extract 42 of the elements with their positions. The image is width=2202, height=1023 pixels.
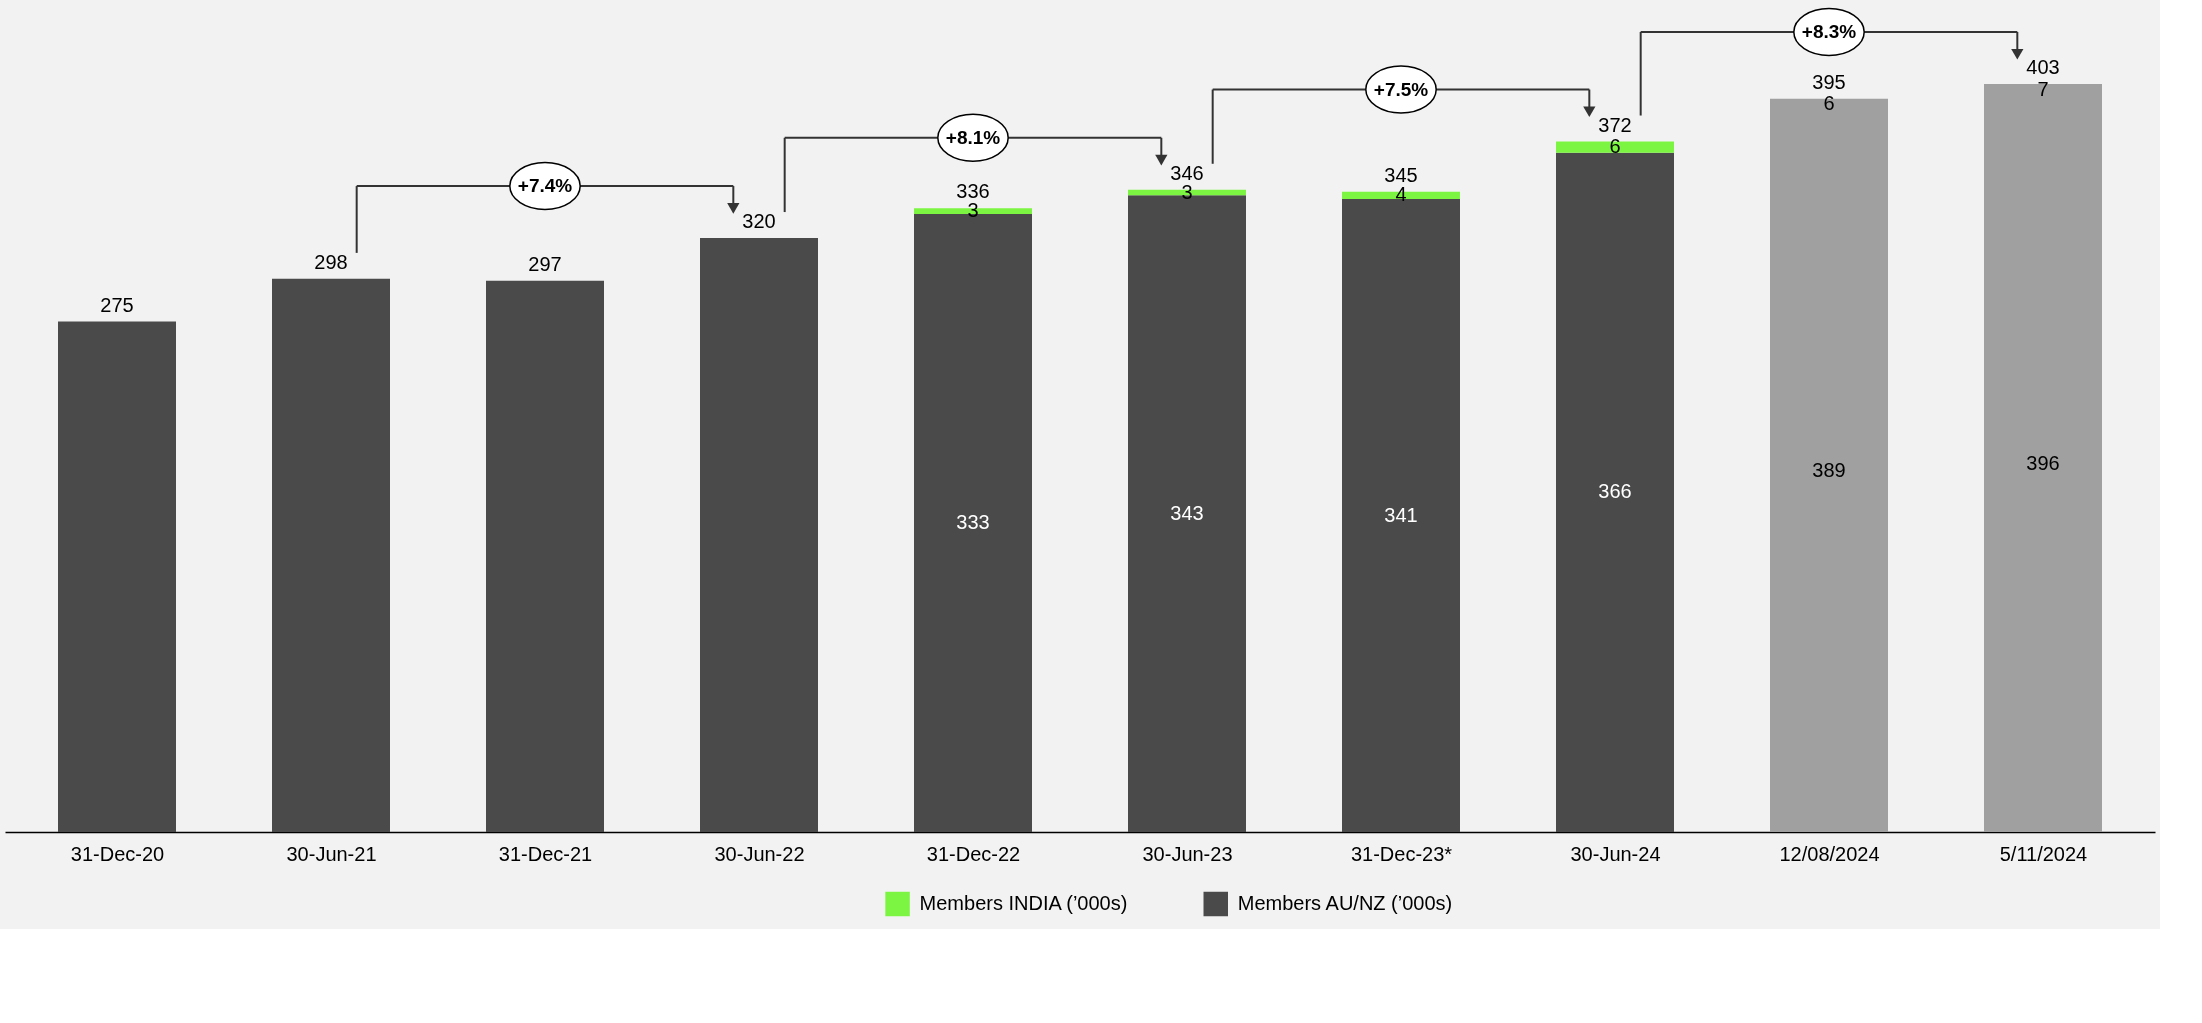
x-tick-label: 31-Dec-23* (1350, 842, 1453, 865)
bar (272, 278, 390, 832)
bar (58, 321, 176, 832)
x-tick-label: 30-Jun-21 (286, 842, 377, 865)
bar (1342, 199, 1460, 832)
legend-label: Members AU/NZ (’000s) (1237, 892, 1453, 914)
annotation: +7.5% (1373, 78, 1429, 100)
x-tick-label: 31-Dec-22 (926, 842, 1021, 865)
data-label: 333 (956, 510, 990, 533)
total-label: 297 (528, 252, 562, 275)
x-tick-label: 30-Jun-22 (714, 842, 805, 865)
data-label: 7 (2037, 78, 2049, 101)
bar (1556, 152, 1674, 832)
data-label: 343 (1170, 501, 1204, 524)
total-label: 403 (2026, 55, 2060, 78)
x-tick-label: 12/08/2024 (1779, 842, 1880, 865)
total-label: 320 (742, 210, 776, 233)
data-label: 6 (1609, 135, 1621, 158)
total-label: 298 (314, 250, 348, 273)
total-label: 372 (1598, 113, 1632, 136)
legend-label: Members INDIA (’000s) (919, 892, 1128, 914)
annotation: +7.4% (517, 175, 573, 197)
x-tick-label: 31-Dec-20 (70, 842, 165, 865)
bar (700, 238, 818, 832)
total-label: 395 (1812, 70, 1846, 93)
total-label: 275 (100, 293, 134, 316)
total-label: 336 (956, 180, 990, 203)
total-label: 345 (1384, 163, 1418, 186)
x-tick-label: 30-Jun-23 (1142, 842, 1233, 865)
data-label: 366 (1598, 480, 1632, 503)
text: +8.3% (1801, 21, 1857, 42)
data-label: 389 (1812, 458, 1846, 481)
data-label: 341 (1384, 503, 1418, 526)
annotation: +8.1% (945, 126, 1001, 148)
bar (1556, 141, 1674, 153)
total-label: 346 (1170, 161, 1204, 184)
data-label: 6 (1823, 92, 1835, 115)
x-tick-label: 5/11/2024 (1999, 842, 2088, 865)
x-tick-label: 30-Jun-24 (1570, 842, 1661, 865)
x-tick-label: 31-Dec-21 (498, 842, 593, 865)
bar (486, 280, 604, 832)
data-label: 396 (2026, 452, 2060, 475)
